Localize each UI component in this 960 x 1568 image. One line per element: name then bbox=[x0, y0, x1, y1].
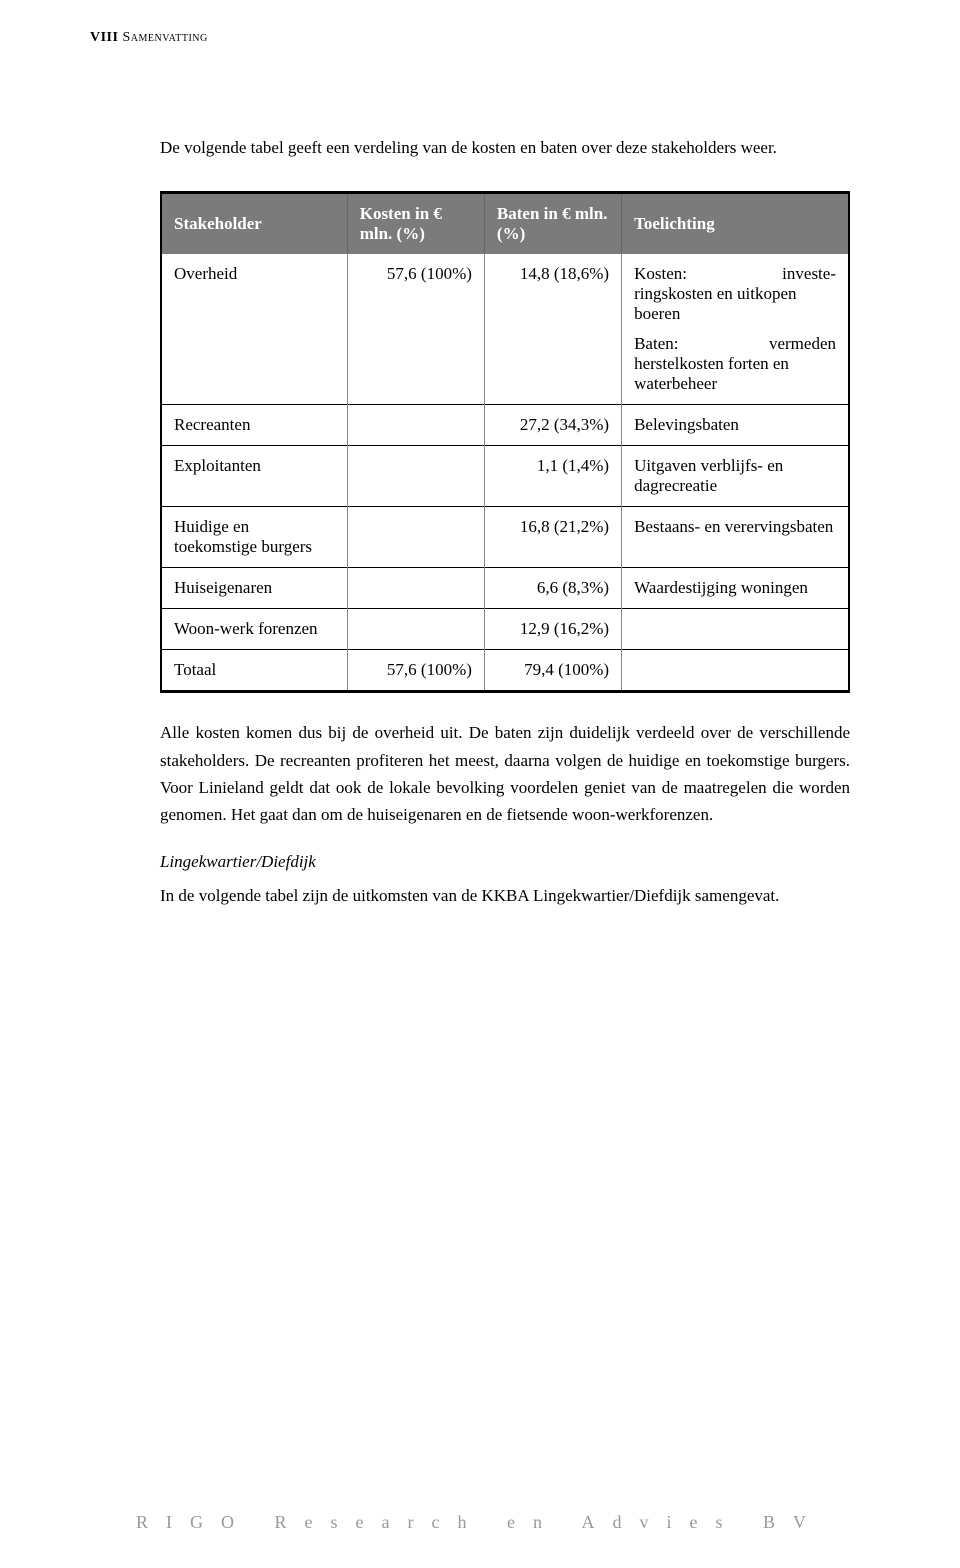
cell-toelichting bbox=[622, 609, 848, 650]
cell-stake: Woon-werk forenzen bbox=[162, 609, 347, 650]
stakeholder-table: Stakeholder Kosten in € mln. (%) Baten i… bbox=[160, 191, 850, 693]
th-kosten: Kosten in € mln. (%) bbox=[347, 194, 484, 254]
page-roman: VIII bbox=[90, 30, 118, 45]
cell-kosten bbox=[347, 568, 484, 609]
cell-kosten bbox=[347, 405, 484, 446]
cell-baten: 6,6 (8,3%) bbox=[484, 568, 621, 609]
cell-toelichting: Waardestijging woningen bbox=[622, 568, 848, 609]
table-row: Recreanten 27,2 (34,3%) Belevingsbaten bbox=[162, 405, 848, 446]
cell-baten: 16,8 (21,2%) bbox=[484, 507, 621, 568]
toel-kosten-label: Kosten: bbox=[634, 264, 687, 284]
page-footer: RIGO Research en Advies BV bbox=[0, 1512, 960, 1533]
subheading: Lingekwartier/Diefdijk bbox=[160, 852, 850, 872]
cell-stake: Totaal bbox=[162, 650, 347, 691]
toel-kosten-body: ringskosten en uitkopen boeren bbox=[634, 284, 836, 324]
toel-baten-right: vermeden bbox=[769, 334, 836, 354]
cell-kosten: 57,6 (100%) bbox=[347, 254, 484, 405]
cell-toelichting: Uitgaven verblijfs- en dagrecreatie bbox=[622, 446, 848, 507]
cell-stake: Huiseigenaren bbox=[162, 568, 347, 609]
body-paragraph-2: In de volgende tabel zijn de uitkomsten … bbox=[160, 882, 850, 909]
cell-baten: 79,4 (100%) bbox=[484, 650, 621, 691]
table-row: Exploitanten 1,1 (1,4%) Uitgaven verblij… bbox=[162, 446, 848, 507]
cell-kosten bbox=[347, 609, 484, 650]
page-section-title: Samenvatting bbox=[122, 30, 207, 45]
cell-stake: Overheid bbox=[162, 254, 347, 405]
th-toelichting: Toelichting bbox=[622, 194, 848, 254]
cell-stake: Recreanten bbox=[162, 405, 347, 446]
cell-stake: Huidige en toekomstige burgers bbox=[162, 507, 347, 568]
cell-baten: 12,9 (16,2%) bbox=[484, 609, 621, 650]
cell-baten: 1,1 (1,4%) bbox=[484, 446, 621, 507]
toel-baten-label: Baten: bbox=[634, 334, 678, 354]
body-paragraph-1: Alle kosten komen dus bij de overheid ui… bbox=[160, 719, 850, 828]
cell-toelichting: Bestaans- en verervingsbaten bbox=[622, 507, 848, 568]
cell-kosten: 57,6 (100%) bbox=[347, 650, 484, 691]
table-row: Overheid 57,6 (100%) 14,8 (18,6%) Kosten… bbox=[162, 254, 848, 405]
cell-stake: Exploitanten bbox=[162, 446, 347, 507]
table-header-row: Stakeholder Kosten in € mln. (%) Baten i… bbox=[162, 194, 848, 254]
intro-paragraph: De volgende tabel geeft een verdeling va… bbox=[160, 135, 850, 161]
th-stakeholder: Stakeholder bbox=[162, 194, 347, 254]
table-row: Woon-werk forenzen 12,9 (16,2%) bbox=[162, 609, 848, 650]
cell-toelichting bbox=[622, 650, 848, 691]
cell-baten: 14,8 (18,6%) bbox=[484, 254, 621, 405]
th-baten: Baten in € mln. (%) bbox=[484, 194, 621, 254]
cell-kosten bbox=[347, 446, 484, 507]
cell-kosten bbox=[347, 507, 484, 568]
table-row: Huiseigenaren 6,6 (8,3%) Waardestijging … bbox=[162, 568, 848, 609]
cell-baten: 27,2 (34,3%) bbox=[484, 405, 621, 446]
cell-toelichting: Kosten: investe- ringskosten en uitkopen… bbox=[622, 254, 848, 405]
toel-baten-body: herstelkosten forten en waterbeheer bbox=[634, 354, 836, 394]
running-head: VIII Samenvatting bbox=[90, 30, 208, 46]
table-row: Huidige en toekomstige burgers 16,8 (21,… bbox=[162, 507, 848, 568]
toel-kosten-right: investe- bbox=[782, 264, 836, 284]
table-row: Totaal 57,6 (100%) 79,4 (100%) bbox=[162, 650, 848, 691]
cell-toelichting: Belevingsbaten bbox=[622, 405, 848, 446]
